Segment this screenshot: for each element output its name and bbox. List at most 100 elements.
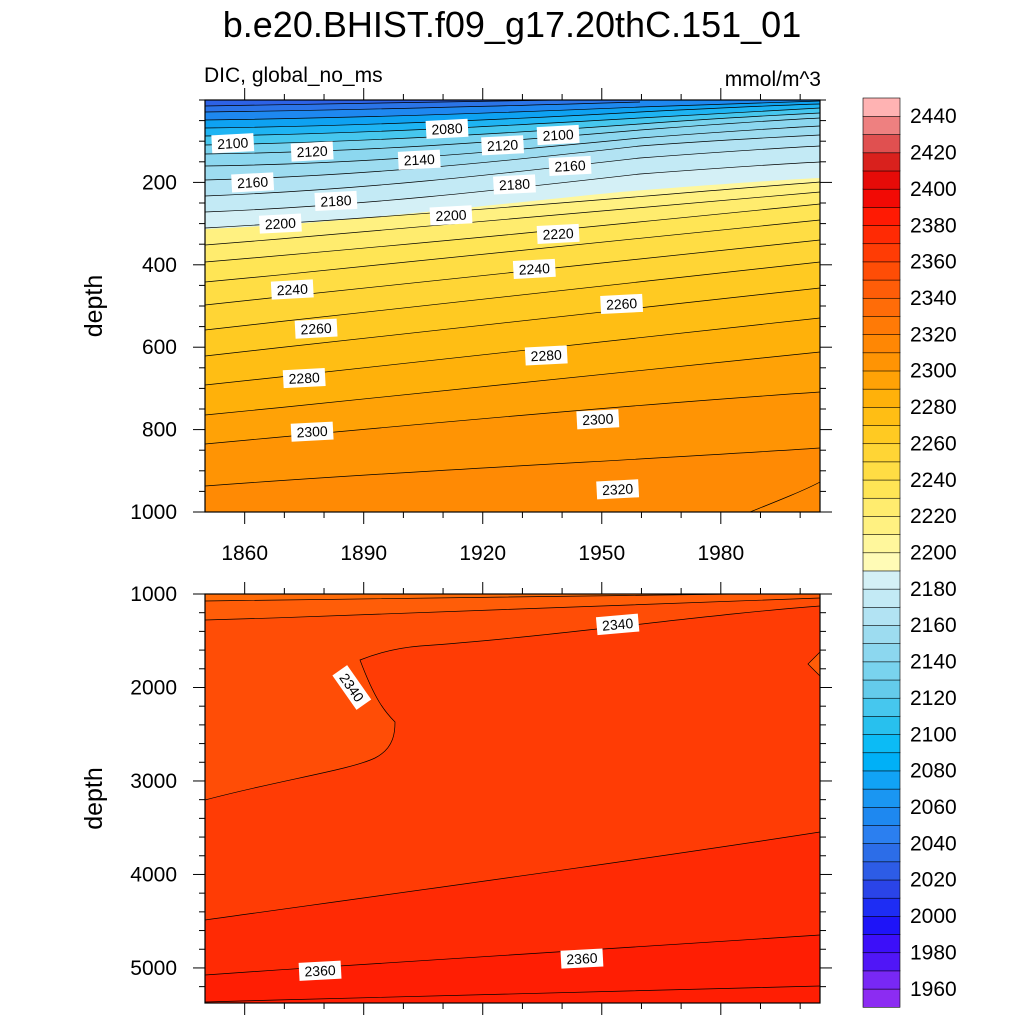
colorbar-box bbox=[862, 824, 901, 844]
contour-label: 2200 bbox=[429, 205, 473, 226]
contour-line bbox=[205, 985, 820, 1003]
colorbar: 1960 1980 2000 2020 2040 2060 2080 2100 2120 2140… bbox=[862, 97, 957, 1008]
upper-panel: 2080 2100 2100 2120 2120 2140 2160 2160 2180 2180… bbox=[193, 88, 832, 524]
colorbar-label: 2400 bbox=[910, 178, 957, 201]
colorbar-box bbox=[862, 861, 901, 881]
y-axis-title: depth bbox=[80, 767, 108, 830]
upper-contour-labels: 2080 2100 2100 2120 2120 2140 2160 2160 2180 2180… bbox=[211, 118, 644, 500]
colorbar-box bbox=[862, 115, 901, 135]
upper-plot-frame bbox=[204, 99, 821, 513]
contour-line bbox=[205, 125, 820, 167]
contour-line bbox=[205, 101, 641, 113]
x-tick-labels: 1860 1890 1920 1950 1980 bbox=[221, 542, 744, 565]
colorbar-box bbox=[862, 479, 901, 499]
contour-label-box bbox=[270, 279, 314, 300]
colorbar-box bbox=[862, 370, 901, 390]
contour-label-text: 2160 bbox=[237, 174, 269, 192]
x-tick-label: 1980 bbox=[697, 542, 744, 565]
contour-label: 2100 bbox=[536, 124, 580, 146]
colorbar-box bbox=[862, 806, 901, 826]
contour-label: 2140 bbox=[397, 149, 441, 170]
colorbar-box bbox=[862, 97, 901, 117]
colorbar-label: 2360 bbox=[910, 251, 957, 274]
fill-band-2330 bbox=[205, 594, 820, 620]
y-axis-title: depth bbox=[80, 275, 108, 338]
colorbar-label: 2080 bbox=[910, 760, 957, 783]
colorbar-box bbox=[862, 843, 901, 863]
contour-label: 2240 bbox=[512, 258, 556, 280]
y-tick-label: 1000 bbox=[130, 583, 177, 606]
y-tick-label: 4000 bbox=[130, 863, 177, 886]
y-tick-label: 600 bbox=[142, 336, 177, 359]
lower-contour-labels: 2340 2340 2360 2360 bbox=[298, 613, 640, 981]
contour-line bbox=[205, 103, 820, 129]
colorbar-label: 2260 bbox=[910, 432, 957, 455]
upper-axis-ticks bbox=[193, 88, 832, 524]
contour-line bbox=[205, 831, 820, 921]
contour-label-text: 2280 bbox=[530, 347, 562, 365]
units-label: mmol/m^3 bbox=[724, 68, 821, 91]
colorbar-box bbox=[862, 897, 901, 917]
contour-label: 2300 bbox=[290, 421, 334, 442]
contour-label-text: 2120 bbox=[487, 137, 519, 155]
contour-label: 2320 bbox=[596, 479, 640, 500]
contour-label-text: 2160 bbox=[554, 157, 586, 175]
colorbar-label: 1960 bbox=[910, 978, 957, 1001]
colorbar-box bbox=[862, 697, 901, 717]
contour-line bbox=[205, 100, 820, 121]
colorbar-box bbox=[862, 279, 901, 299]
colorbar-box bbox=[862, 970, 901, 990]
contour-label: 2280 bbox=[282, 368, 326, 389]
contour-label-text: 2240 bbox=[276, 281, 308, 299]
colorbar-box bbox=[862, 606, 901, 626]
colorbar-box bbox=[862, 352, 901, 372]
contour-label: 2360 bbox=[560, 948, 604, 969]
fill-band-2320 bbox=[205, 594, 740, 601]
colorbar-label: 2440 bbox=[910, 105, 957, 128]
colorbar-box bbox=[862, 715, 901, 735]
contour-label: 2260 bbox=[600, 293, 644, 315]
contour-label: 2280 bbox=[524, 345, 568, 366]
contour-label: 2260 bbox=[294, 318, 338, 339]
contour-label-text: 2220 bbox=[542, 225, 574, 243]
contour-label-box bbox=[600, 293, 644, 315]
colorbar-box bbox=[862, 515, 901, 535]
contour-label: 2340 bbox=[595, 613, 640, 636]
contour-line bbox=[205, 203, 820, 263]
contour-label-box bbox=[397, 149, 441, 170]
contour-label-text: 2120 bbox=[296, 143, 328, 161]
contour-label: 2160 bbox=[548, 155, 592, 177]
contour-label-box bbox=[332, 665, 372, 710]
contour-label: 2180 bbox=[493, 174, 536, 195]
colorbar-box bbox=[862, 170, 901, 190]
contour-label-text: 2300 bbox=[582, 410, 614, 428]
colorbar-box bbox=[862, 243, 901, 263]
contour-line bbox=[205, 597, 820, 621]
contour-label-box bbox=[211, 133, 255, 154]
colorbar-box bbox=[862, 933, 901, 954]
colorbar-box bbox=[862, 915, 901, 935]
colorbar-label: 2180 bbox=[910, 578, 957, 601]
colorbar-box bbox=[862, 461, 901, 481]
fill-band-edge bbox=[808, 652, 820, 676]
colorbar-box bbox=[862, 188, 901, 208]
contour-label-box bbox=[560, 948, 604, 969]
y-axis-titles: depth depth bbox=[80, 275, 108, 830]
colorbar-label: 2140 bbox=[910, 651, 957, 674]
contour-label: 2180 bbox=[314, 190, 358, 212]
contour-label: 2080 bbox=[425, 118, 469, 139]
contour-label-text: 2200 bbox=[264, 215, 296, 233]
contour-label-text: 2180 bbox=[320, 192, 352, 210]
contour-label-box bbox=[298, 960, 342, 981]
colorbar-label: 2280 bbox=[910, 396, 957, 419]
contour-label: 2220 bbox=[536, 223, 580, 244]
x-tick-label: 1890 bbox=[340, 542, 387, 565]
y-tick-labels: 200 400 600 800 1000 1000 2000 3000 4000 5000 bbox=[130, 171, 177, 980]
colorbar-label: 2300 bbox=[910, 360, 957, 383]
y-tick-label: 2000 bbox=[130, 676, 177, 699]
contour-label-box bbox=[425, 118, 469, 139]
colorbar-box bbox=[862, 443, 901, 463]
colorbar-box bbox=[862, 770, 901, 790]
colorbar-box bbox=[862, 152, 901, 172]
contour-label-box bbox=[231, 172, 275, 193]
